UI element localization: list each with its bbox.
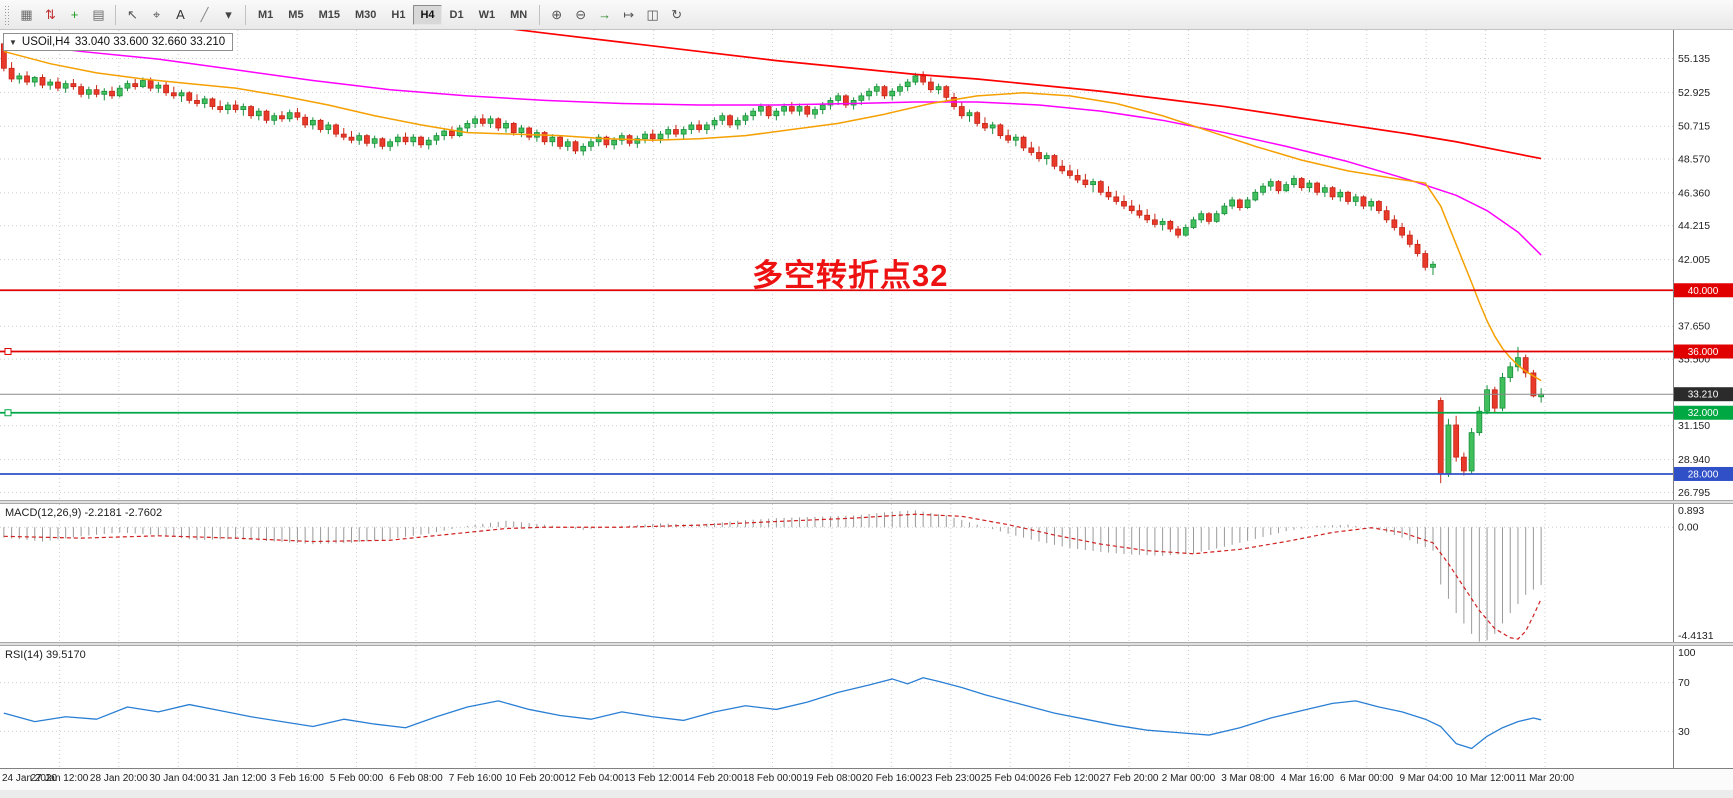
- zoom-out-icon[interactable]: ⊖: [569, 4, 592, 26]
- time-tick-label: 20 Feb 16:00: [861, 773, 921, 784]
- timeframe-h4-button[interactable]: H4: [413, 4, 442, 25]
- chart-ohlc-info[interactable]: ▼ USOil,H4 33.040 33.600 32.660 33.210: [3, 33, 234, 51]
- time-tick-label: 31 Jan 12:00: [208, 773, 267, 784]
- time-tick-label: 27 Jan 12:00: [30, 773, 89, 784]
- template-icon[interactable]: ▤: [87, 4, 110, 26]
- time-tick-label: 7 Feb 16:00: [448, 773, 503, 784]
- svg-text:28.000: 28.000: [1688, 469, 1719, 480]
- time-tick-label: 3 Feb 16:00: [270, 773, 324, 784]
- rsi-pane: 100 70 30 RSI(14) 39.5170: [0, 646, 1733, 768]
- time-tick-label: 25 Feb 04:00: [980, 773, 1040, 784]
- svg-text:55.135: 55.135: [1678, 53, 1710, 65]
- crosshair-icon[interactable]: ⌖: [145, 4, 168, 26]
- time-tick-label: 9 Mar 04:00: [1399, 773, 1453, 784]
- timeframe-m30-button[interactable]: M30: [348, 5, 383, 25]
- draw-dropdown-icon[interactable]: ▾: [217, 4, 240, 26]
- time-tick-label: 26 Feb 12:00: [1040, 773, 1100, 784]
- svg-text:30: 30: [1678, 726, 1690, 738]
- time-tick-label: 4 Mar 16:00: [1280, 773, 1334, 784]
- zoom-in-icon[interactable]: ⊕: [545, 4, 568, 26]
- svg-text:33.210: 33.210: [1688, 390, 1719, 401]
- time-tick-label: 14 Feb 20:00: [683, 773, 743, 784]
- time-tick-label: 10 Mar 12:00: [1456, 773, 1516, 784]
- pane-splitter[interactable]: [0, 642, 1733, 646]
- timeframe-h1-button[interactable]: H1: [384, 5, 412, 25]
- timeframe-m15-button[interactable]: M15: [312, 5, 347, 25]
- svg-text:48.570: 48.570: [1678, 154, 1710, 166]
- time-tick-label: 30 Jan 04:00: [149, 773, 208, 784]
- chart-annotation-text[interactable]: 多空转折点32: [752, 258, 949, 293]
- timeframe-mn-button[interactable]: MN: [503, 5, 534, 25]
- svg-text:100: 100: [1678, 647, 1696, 659]
- time-tick-label: 13 Feb 12:00: [624, 773, 684, 784]
- time-tick-label: 10 Feb 20:00: [505, 773, 565, 784]
- svg-text:42.005: 42.005: [1678, 254, 1710, 266]
- new-order-icon[interactable]: ⇅: [39, 4, 62, 26]
- macd-chart-canvas[interactable]: 0.893 0.00 -4.4131: [0, 504, 1733, 642]
- toolbar: ▦ ⇅ + ▤ ↖ ⌖ A ╱ ▾ M1 M5 M15 M30 H1 H4 D1 W1 MN ⊕ ⊖ → ↦ ◫ ↻: [0, 0, 1733, 30]
- chart-ohlc-values: 33.040 33.600 32.660 33.210: [74, 36, 226, 48]
- window-edge: [0, 790, 1733, 798]
- time-tick-label: 27 Feb 20:00: [1099, 773, 1159, 784]
- time-tick-label: 5 Feb 00:00: [329, 773, 384, 784]
- time-tick-label: 6 Feb 08:00: [389, 773, 443, 784]
- macd-indicator-label: MACD(12,26,9) -2.2181 -2.7602: [5, 507, 163, 519]
- chart-shift-icon[interactable]: ↦: [617, 4, 640, 26]
- auto-scroll-icon[interactable]: →: [593, 4, 616, 26]
- time-tick-label: 12 Feb 04:00: [564, 773, 624, 784]
- price-pane: 55.135 52.925 50.715 48.570 46.360 44.215 42.0…: [0, 30, 1733, 500]
- svg-text:37.650: 37.650: [1678, 321, 1710, 333]
- trendline-icon[interactable]: ╱: [193, 4, 216, 26]
- time-tick-label: 19 Feb 08:00: [802, 773, 862, 784]
- svg-text:46.360: 46.360: [1678, 187, 1710, 199]
- symbol-dropdown-icon[interactable]: ▼: [9, 37, 17, 47]
- svg-text:28.940: 28.940: [1678, 454, 1710, 466]
- svg-text:32.000: 32.000: [1688, 408, 1719, 419]
- svg-text:52.925: 52.925: [1678, 87, 1710, 99]
- time-tick-label: 6 Mar 00:00: [1340, 773, 1394, 784]
- toolbar-separator: [539, 4, 541, 25]
- pane-splitter[interactable]: [0, 500, 1733, 504]
- text-label-icon[interactable]: A: [169, 4, 192, 26]
- tile-windows-icon[interactable]: ◫: [641, 4, 664, 26]
- svg-text:40.000: 40.000: [1688, 286, 1719, 297]
- time-tick-label: 2 Mar 00:00: [1161, 773, 1216, 784]
- price-chart-canvas[interactable]: 55.135 52.925 50.715 48.570 46.360 44.215 42.0…: [0, 30, 1733, 500]
- toolbar-separator: [245, 4, 246, 25]
- time-tick-label: 3 Mar 08:00: [1221, 773, 1275, 784]
- time-tick-label: 28 Jan 20:00: [89, 773, 148, 784]
- svg-text:50.715: 50.715: [1678, 121, 1710, 133]
- timeframe-w1-button[interactable]: W1: [472, 5, 503, 25]
- toolbar-drag-handle[interactable]: [4, 4, 11, 25]
- svg-text:31.150: 31.150: [1678, 420, 1710, 432]
- svg-text:36.000: 36.000: [1688, 347, 1719, 358]
- svg-text:44.215: 44.215: [1678, 220, 1710, 232]
- time-tick-label: 18 Feb 00:00: [743, 773, 802, 784]
- svg-text:0.00: 0.00: [1678, 522, 1699, 534]
- time-axis[interactable]: 24 Jan 2020 27 Jan 12:00 28 Jan 20:00 30 Ja…: [0, 768, 1733, 790]
- cursor-icon[interactable]: ↖: [121, 4, 144, 26]
- new-chart-icon[interactable]: ▦: [15, 4, 38, 26]
- refresh-icon[interactable]: ↻: [665, 4, 688, 26]
- indicator-list-icon[interactable]: +: [63, 4, 86, 26]
- time-tick-label: 11 Mar 20:00: [1515, 773, 1575, 784]
- svg-text:0.893: 0.893: [1678, 505, 1704, 517]
- time-tick-label: 24 Jan 2020: [2, 773, 58, 784]
- rsi-indicator-label: RSI(14) 39.5170: [5, 649, 86, 661]
- timeframe-m5-button[interactable]: M5: [281, 5, 310, 25]
- macd-pane: 0.893 0.00 -4.4131 MACD(12,26,9) -2.2181 -…: [0, 504, 1733, 642]
- svg-text:70: 70: [1678, 677, 1690, 689]
- rsi-chart-canvas[interactable]: 100 70 30: [0, 646, 1733, 768]
- svg-text:26.795: 26.795: [1678, 487, 1710, 499]
- timeframe-m1-button[interactable]: M1: [251, 5, 280, 25]
- chart-symbol-period: USOil,H4: [21, 36, 70, 48]
- timeframe-d1-button[interactable]: D1: [443, 5, 471, 25]
- time-tick-label: 23 Feb 23:00: [921, 773, 981, 784]
- toolbar-separator: [115, 4, 116, 25]
- svg-text:-4.4131: -4.4131: [1678, 630, 1714, 642]
